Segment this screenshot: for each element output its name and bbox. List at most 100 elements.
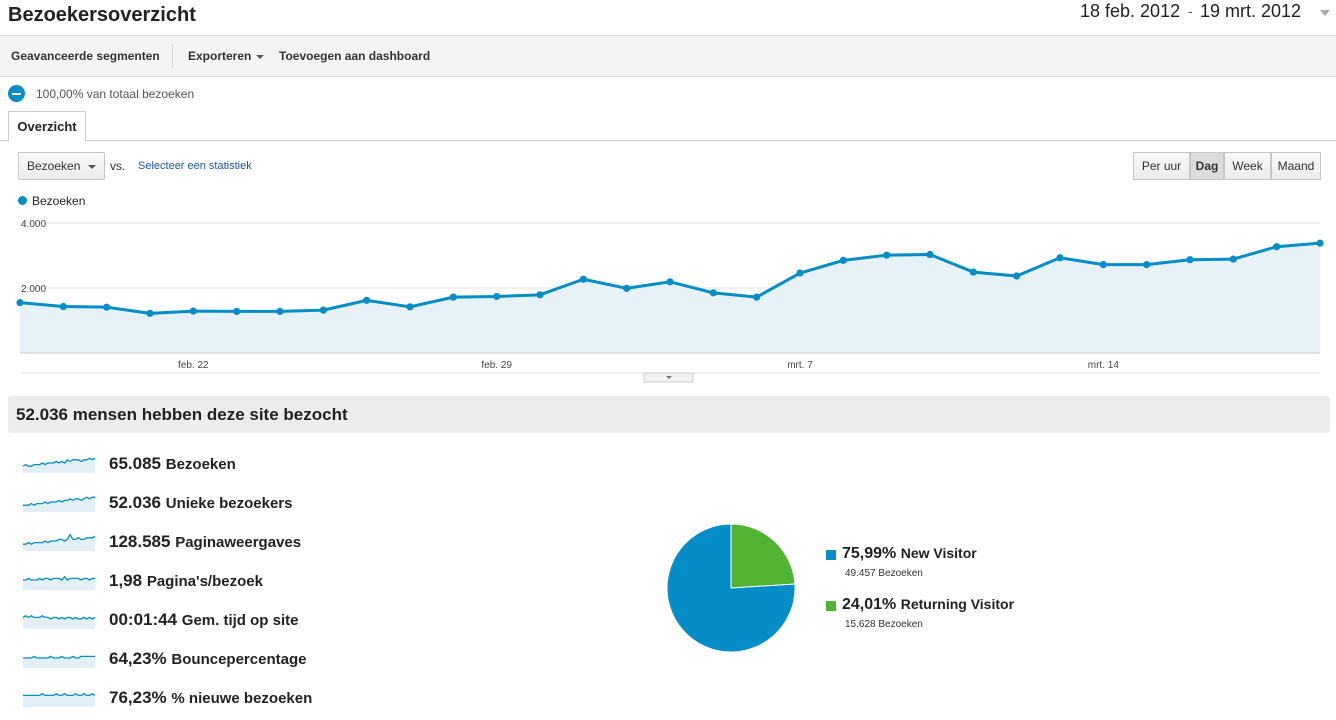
data-point (319, 306, 327, 314)
metric-label: Unieke bezoekers (165, 495, 293, 512)
data-point (233, 307, 241, 315)
date-range-picker[interactable]: 18 feb. 2012 - 19 mrt. 2012 (1078, 0, 1336, 28)
toolbar-divider (172, 44, 173, 68)
data-point (146, 309, 154, 317)
advanced-segments-button[interactable]: Geavanceerde segmenten (11, 49, 160, 63)
sparkline (22, 457, 96, 473)
x-tick-label: mrt. 7 (787, 360, 813, 371)
sparkline-area (23, 497, 95, 512)
summary-bar: 52.036 mensen hebben deze site bezocht (8, 396, 1330, 433)
pie-name: New Visitor (900, 545, 977, 561)
data-point (363, 296, 371, 304)
metric-value: 65.085 (109, 454, 161, 473)
data-point (883, 251, 891, 259)
export-label: Exporteren (188, 49, 252, 63)
day-button[interactable]: Dag (1190, 152, 1224, 180)
sparkline-line (22, 615, 96, 620)
data-point (623, 284, 631, 292)
tab-bar-line (0, 140, 1336, 141)
metric-value: 00:01:44 (109, 610, 178, 629)
data-point (579, 275, 587, 283)
data-point (16, 299, 24, 307)
data-point (1316, 239, 1324, 247)
data-point (753, 293, 761, 301)
metric-label: Pagina's/bezoek (146, 573, 263, 590)
sparkline (23, 655, 95, 668)
month-button[interactable]: Maand (1271, 152, 1321, 180)
export-button[interactable]: Exporteren (188, 49, 265, 63)
segment-label: 100,00% van totaal bezoeken (36, 87, 195, 101)
sparkline (23, 533, 96, 551)
x-tick-label: feb. 22 (178, 360, 209, 371)
data-point (536, 291, 544, 299)
data-point (1229, 255, 1237, 263)
sparkline-line (23, 533, 96, 545)
pie-pct: 24,01% (842, 596, 897, 613)
data-point (189, 307, 197, 315)
chevron-down-icon[interactable] (1320, 10, 1330, 16)
data-point (449, 293, 457, 301)
per-hour-button[interactable]: Per uur (1133, 152, 1190, 180)
metric-value: 76,23% (109, 688, 167, 707)
metric-label: Bouncepercentage (171, 651, 307, 668)
pie-pct: 75,99% (842, 545, 897, 562)
tab-overview[interactable]: Overzicht (8, 111, 86, 142)
legend-swatch (18, 196, 27, 205)
metric-label: Paginaweergaves (175, 534, 302, 551)
sparkline-area (23, 576, 95, 590)
data-point (276, 307, 284, 315)
data-point (1099, 261, 1107, 269)
data-point (1273, 243, 1281, 251)
x-tick-label: mrt. 14 (1088, 360, 1120, 371)
data-point (666, 278, 674, 286)
metric-label: % nieuwe bezoeken (171, 690, 313, 707)
sparkline (23, 496, 95, 512)
metric-value: 52.036 (109, 493, 161, 512)
vs-label: vs. (110, 159, 126, 173)
chevron-down-icon (666, 376, 672, 379)
sparkline-line (23, 496, 95, 506)
add-to-dashboard-button[interactable]: Toevoegen aan dashboard (279, 49, 431, 63)
data-point (1186, 256, 1194, 264)
pie-slice (666, 523, 796, 653)
visits-line-chart: 4.000 2.000 feb. 22 feb. 29 mrt. 7 mrt. 14 (0, 213, 1336, 383)
caret-down-icon (256, 54, 265, 59)
sparkline (23, 693, 96, 707)
metric-value: 1,98 (109, 571, 143, 590)
y-tick-label: 2.000 (21, 284, 46, 295)
date-end: 19 mrt. 2012 (1200, 1, 1302, 21)
sparkline-line (23, 575, 95, 581)
sparkline-line (23, 655, 95, 659)
data-point (493, 292, 501, 301)
pie-slice (730, 523, 796, 589)
visitor-type-pie (666, 523, 796, 653)
metric-label: Gem. tijd op site (181, 612, 299, 629)
summary-title: 52.036 mensen hebben deze site bezocht (16, 405, 348, 424)
legend-label: Bezoeken (32, 194, 86, 208)
chart-legend: Bezoeken (18, 194, 85, 208)
select-metric-link[interactable]: Selecteer een statistiek (138, 160, 252, 172)
segment-pie-icon (8, 85, 25, 102)
date-separator: - (1188, 3, 1193, 19)
toolbar: Geavanceerde segmenten Exporteren Toevoe… (0, 35, 1336, 77)
data-point (1056, 254, 1064, 262)
sparkline-line (23, 693, 96, 697)
data-point (839, 256, 847, 264)
data-point (406, 303, 414, 311)
metric-value: 64,23% (109, 649, 167, 668)
series-area (20, 243, 1320, 353)
sparkline-area (23, 615, 95, 629)
metric-select-label: Bezoeken (27, 159, 81, 173)
metric-value: 128.585 (109, 532, 171, 551)
week-button[interactable]: Week (1224, 152, 1271, 180)
y-tick-label: 4.000 (21, 219, 46, 230)
sparkline (22, 615, 96, 629)
data-point (1143, 261, 1151, 269)
sparkline-line (22, 457, 96, 467)
metric-select[interactable]: Bezoeken (18, 152, 105, 180)
data-point (926, 250, 934, 259)
legend-swatch (826, 550, 836, 560)
pie-sub: 15.628 Bezoeken (845, 619, 923, 630)
page-title: Bezoekersoverzicht (8, 4, 196, 26)
data-point (796, 269, 804, 277)
